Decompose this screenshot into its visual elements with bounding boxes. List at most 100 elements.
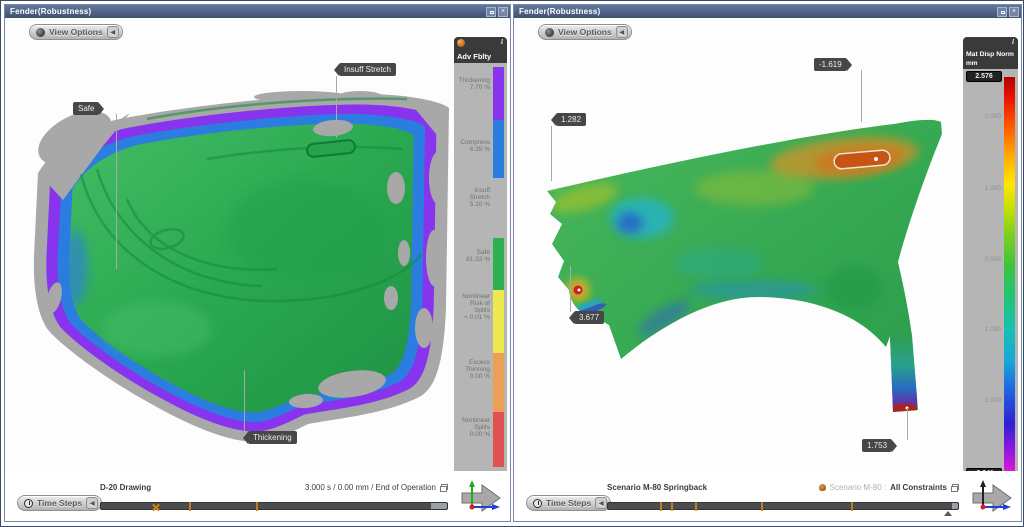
colorbar-min[interactable]: -2.941 xyxy=(966,468,1002,471)
annotation-tag-lower-front[interactable]: 3.677 xyxy=(574,311,605,324)
legend-body: 2.576 2.000 1.000 0.000 -1.000 -2.000 -2… xyxy=(963,69,1018,471)
right-title-bar[interactable]: Fender(Robustness) × xyxy=(514,5,1021,18)
clock-icon xyxy=(24,498,33,508)
leader-line xyxy=(244,370,245,432)
slider-tick xyxy=(695,502,697,511)
operation-status: 3.000 s / 0.00 mm / End of Operation xyxy=(305,483,448,492)
slider-tick xyxy=(256,502,258,511)
close-button[interactable]: × xyxy=(498,6,508,17)
layers-icon[interactable] xyxy=(951,483,959,492)
window-title: Fender(Robustness) xyxy=(10,7,92,16)
measure-point xyxy=(862,123,866,127)
springback-legend: i Mat Disp Norm mm 2.576 2.000 1.000 0.0… xyxy=(963,37,1018,471)
slider-tick xyxy=(761,502,763,511)
restore-icon xyxy=(489,10,494,14)
legend-units: mm xyxy=(966,60,978,67)
slider-marker[interactable] xyxy=(944,511,952,516)
collapse-icon[interactable]: ◀ xyxy=(595,497,608,509)
view-options-button[interactable]: View Options ◀ xyxy=(29,24,123,40)
info-icon[interactable]: i xyxy=(1012,38,1014,46)
slider-tick xyxy=(189,502,191,511)
annotation-tag-thickening[interactable]: Thickening xyxy=(248,431,297,444)
annotation-tag-top[interactable]: -1.619 xyxy=(814,58,847,71)
close-button[interactable]: × xyxy=(1009,6,1019,17)
formability-model-canvas[interactable] xyxy=(5,18,510,471)
handle-slot-feature xyxy=(833,149,891,170)
restore-icon xyxy=(1000,10,1005,14)
colorbar-max[interactable]: 2.576 xyxy=(966,71,1002,82)
legend-colorbar[interactable] xyxy=(1004,77,1015,471)
scenario-label: Scenario M-80 : xyxy=(829,483,887,492)
view-options-label: View Options xyxy=(558,27,612,37)
colorbar-seg-risk-splits xyxy=(493,290,504,353)
info-icon[interactable]: i xyxy=(501,38,503,46)
time-steps-slider[interactable] xyxy=(100,502,448,511)
colorbar-tick: 2.000 xyxy=(984,113,1001,120)
viewport-3d-formability[interactable]: Safe Insuff Stretch Thickening View Opti… xyxy=(5,18,510,471)
colorbar-seg-excess-thinning xyxy=(493,353,504,412)
legend-colorbar[interactable] xyxy=(493,67,504,467)
layers-icon[interactable] xyxy=(440,483,448,492)
axis-triad-icon[interactable] xyxy=(971,477,1015,519)
slider-end-segment xyxy=(431,503,447,509)
stage-label: Scenario M-80 Springback xyxy=(607,483,708,492)
collapse-icon[interactable]: ◀ xyxy=(106,26,119,38)
left-status-bar: Time Steps ◀ D-20 Drawing 3.000 s / 0.00… xyxy=(5,471,510,521)
restore-button[interactable] xyxy=(486,6,496,17)
operation-status-text: 3.000 s / 0.00 mm / End of Operation xyxy=(304,483,436,492)
view-options-button[interactable]: View Options ◀ xyxy=(538,24,632,40)
formability-legend: i Adv Fblty Thickening 7 xyxy=(454,37,507,471)
time-steps-label: Time Steps xyxy=(546,498,592,508)
constraints-label[interactable]: All Constraints xyxy=(890,483,947,492)
leader-line xyxy=(336,76,337,138)
die-slot-feature xyxy=(306,139,356,158)
collapse-icon[interactable]: ◀ xyxy=(86,497,99,509)
right-panel: Fender(Robustness) × xyxy=(513,4,1022,522)
legend-entry: Safe 81.33 % xyxy=(466,249,490,263)
leader-line xyxy=(116,114,117,269)
time-steps-button[interactable]: Time Steps ◀ xyxy=(17,495,103,511)
left-title-bar[interactable]: Fender(Robustness) × xyxy=(5,5,510,18)
colorbar-seg-thickening xyxy=(493,67,504,120)
restore-button[interactable] xyxy=(997,6,1007,17)
insufficient-stretch-patches xyxy=(38,91,449,409)
time-steps-label: Time Steps xyxy=(37,498,83,508)
slider-marker[interactable] xyxy=(151,503,160,512)
legend-entry: Nonlinear Splits 0.00 % xyxy=(462,417,490,438)
slider-tick xyxy=(671,502,673,511)
slider-end-segment xyxy=(952,503,958,509)
eye-icon xyxy=(545,27,554,37)
annotation-tag-front[interactable]: 1.282 xyxy=(556,113,587,126)
view-options-label: View Options xyxy=(49,27,103,37)
robustness-icon xyxy=(818,484,826,491)
time-steps-slider[interactable] xyxy=(607,502,959,511)
annotation-tag-insuff-stretch[interactable]: Insuff Stretch xyxy=(339,63,396,76)
time-steps-button[interactable]: Time Steps ◀ xyxy=(526,495,612,511)
colorbar-tick: -1.000 xyxy=(982,326,1001,333)
legend-entry: Insuff Stretch 5.10 % xyxy=(469,187,490,208)
stage-label: D-20 Drawing xyxy=(100,483,152,492)
clock-icon xyxy=(533,498,542,508)
collapse-icon[interactable]: ◀ xyxy=(615,26,628,38)
measure-point xyxy=(874,157,878,161)
annotation-tag-rocker[interactable]: 1.753 xyxy=(862,439,893,452)
leader-line xyxy=(907,408,908,440)
fender-surface xyxy=(547,119,942,413)
colorbar-tick: -2.000 xyxy=(982,397,1001,404)
legend-entry: Nonlinear Risk of Splits < 0.01 % xyxy=(462,293,490,321)
annotation-tag-safe[interactable]: Safe xyxy=(73,102,100,115)
springback-model-canvas[interactable] xyxy=(514,18,1021,471)
result-sphere-icon xyxy=(457,39,465,47)
legend-header[interactable]: i Mat Disp Norm mm xyxy=(963,37,1018,69)
colorbar-tick: 0.000 xyxy=(984,256,1001,263)
leader-line xyxy=(861,70,862,122)
colorbar-seg-safe xyxy=(493,238,504,290)
axis-triad-icon[interactable] xyxy=(460,477,504,519)
measure-point xyxy=(551,182,555,186)
viewport-3d-springback[interactable]: 1.282 -1.619 3.677 1.753 View Options ◀ … xyxy=(514,18,1021,471)
colorbar-tick: 1.000 xyxy=(984,185,1001,192)
legend-header[interactable]: i Adv Fblty xyxy=(454,37,507,63)
leader-line xyxy=(570,266,571,312)
eye-icon xyxy=(36,27,45,37)
